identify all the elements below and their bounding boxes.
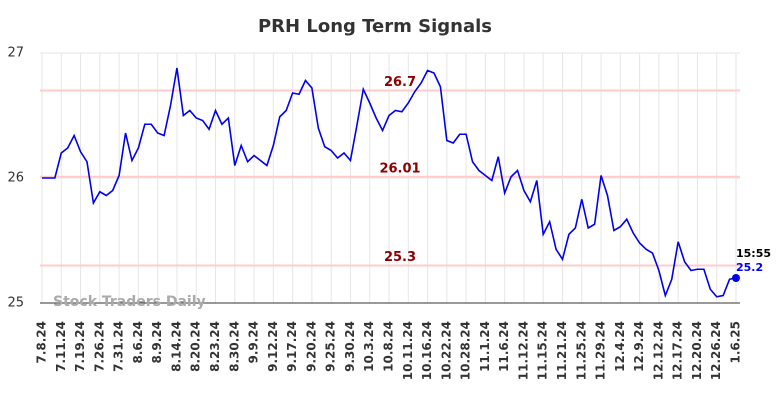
x-tick-label: 12.9.24 bbox=[632, 321, 646, 372]
x-tick-label: 8.20.24 bbox=[189, 321, 203, 372]
x-tick-label: 12.17.24 bbox=[671, 321, 685, 380]
x-tick-label: 11.12.24 bbox=[516, 321, 530, 380]
price-line bbox=[42, 67, 737, 299]
x-tick-label: 10.8.24 bbox=[382, 321, 396, 372]
x-tick-label: 12.12.24 bbox=[651, 321, 665, 380]
last-time: 15:55 bbox=[736, 247, 771, 260]
x-tick-label: 8.14.24 bbox=[169, 321, 183, 372]
x-tick-label: 7.19.24 bbox=[73, 321, 87, 372]
signal-label: 26.01 bbox=[379, 161, 420, 176]
y-tick-label: 27 bbox=[7, 46, 24, 61]
x-tick-label: 11.29.24 bbox=[594, 321, 608, 380]
x-tick-label: 9.17.24 bbox=[285, 321, 299, 372]
x-tick-label: 11.6.24 bbox=[497, 321, 511, 372]
x-tick-label: 10.3.24 bbox=[362, 321, 376, 372]
x-tick-label: 10.16.24 bbox=[420, 321, 434, 380]
x-tick-label: 10.22.24 bbox=[439, 321, 453, 380]
x-tick-label: 8.23.24 bbox=[208, 321, 222, 372]
x-tick-label: 12.20.24 bbox=[690, 321, 704, 380]
chart-title: PRH Long Term Signals bbox=[258, 16, 492, 37]
x-tick-label: 8.9.24 bbox=[150, 321, 164, 364]
x-tick-label: 7.26.24 bbox=[92, 321, 106, 372]
y-tick-label: 25 bbox=[7, 296, 24, 311]
x-tick-label: 1.6.25 bbox=[729, 321, 743, 364]
x-tick-label: 10.28.24 bbox=[459, 321, 473, 380]
x-tick-label: 12.4.24 bbox=[613, 321, 627, 372]
x-tick-label: 10.11.24 bbox=[401, 321, 415, 380]
x-tick-label: 9.12.24 bbox=[266, 321, 280, 372]
x-tick-label: 7.8.24 bbox=[35, 321, 49, 364]
x-tick-label: 11.21.24 bbox=[555, 321, 569, 380]
x-tick-label: 8.6.24 bbox=[131, 321, 145, 364]
x-tick-label: 9.20.24 bbox=[304, 321, 318, 372]
signal-label: 26.7 bbox=[384, 75, 416, 90]
x-tick-label: 7.11.24 bbox=[54, 321, 68, 372]
x-tick-label: 9.25.24 bbox=[324, 321, 338, 372]
x-tick-label: 9.30.24 bbox=[343, 321, 357, 372]
x-tick-label: 8.30.24 bbox=[227, 321, 241, 372]
x-tick-label: 11.1.24 bbox=[478, 321, 492, 372]
watermark: Stock Traders Daily bbox=[53, 294, 206, 310]
x-tick-label: 7.31.24 bbox=[112, 321, 126, 372]
x-tick-label: 12.26.24 bbox=[709, 321, 723, 380]
x-tick-label: 11.25.24 bbox=[574, 321, 588, 380]
last-value: 25.2 bbox=[736, 261, 763, 274]
x-tick-label: 11.15.24 bbox=[536, 321, 550, 380]
x-tick-label: 9.9.24 bbox=[247, 321, 261, 364]
last-point bbox=[732, 274, 740, 282]
signal-label: 25.3 bbox=[384, 250, 416, 265]
y-tick-label: 26 bbox=[7, 171, 24, 186]
